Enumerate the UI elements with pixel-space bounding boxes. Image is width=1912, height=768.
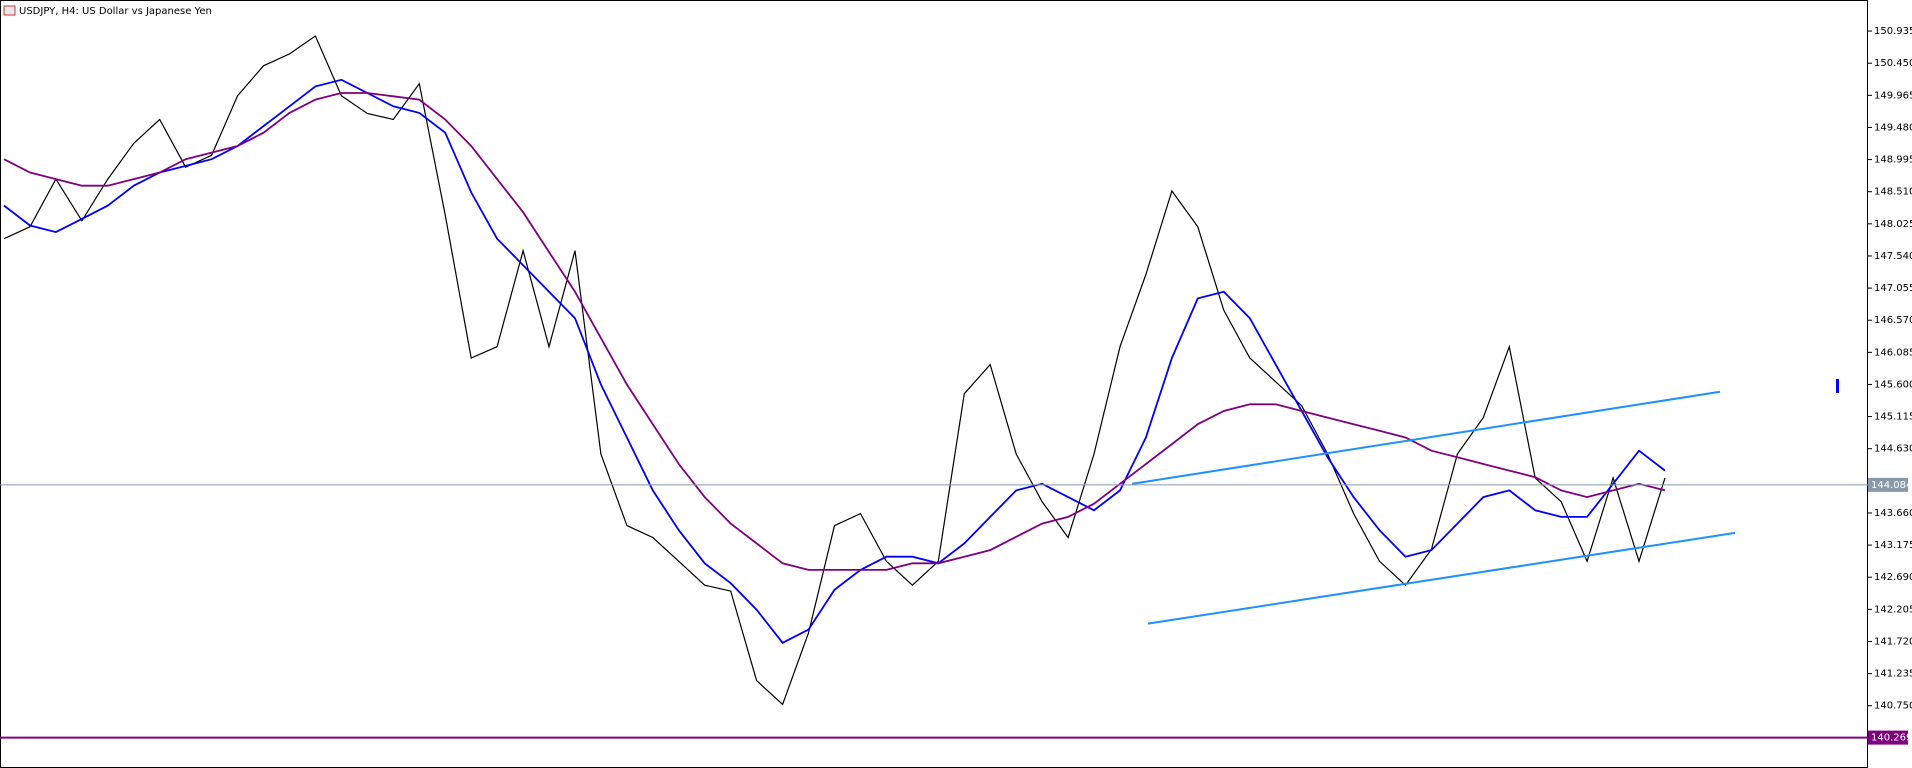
chart-title: USDJPY, H4: US Dollar vs Japanese Yen	[19, 6, 212, 17]
y-tick-label: 146.570	[1874, 315, 1912, 326]
y-tick-label: 148.025	[1874, 219, 1912, 230]
y-tick-label: 149.480	[1874, 122, 1912, 133]
y-tick-label: 146.085	[1874, 347, 1912, 358]
y-tick-label: 150.935	[1874, 26, 1912, 37]
y-tick-label: 141.235	[1874, 669, 1912, 680]
series-line	[3, 78, 1666, 644]
y-tick-label: 141.720	[1874, 636, 1912, 647]
trend-line	[1147, 531, 1736, 625]
plot-frame	[0, 0, 1868, 768]
y-tick-label: 143.660	[1874, 508, 1912, 519]
trend-line	[1131, 390, 1721, 485]
chart-icon	[3, 5, 16, 16]
price-label: 144.084	[1871, 480, 1912, 491]
y-tick-label: 150.450	[1874, 58, 1912, 69]
y-tick-label: 148.510	[1874, 187, 1912, 198]
series-line	[3, 35, 1666, 706]
y-tick-label: 140.750	[1874, 701, 1912, 712]
y-tick-label: 145.115	[1874, 412, 1912, 423]
y-tick-label: 144.630	[1874, 444, 1912, 455]
y-tick-label: 143.175	[1874, 540, 1912, 551]
y-tick-label: 147.055	[1874, 283, 1912, 294]
y-tick-label: 147.540	[1874, 251, 1912, 262]
y-tick-label: 149.965	[1874, 90, 1912, 101]
y-tick-label: 145.600	[1874, 379, 1912, 390]
y-tick-label: 148.995	[1874, 155, 1912, 166]
y-tick-label: 142.690	[1874, 572, 1912, 583]
price-label-box	[1868, 477, 1908, 492]
marker	[1836, 379, 1839, 393]
series-line	[3, 92, 1666, 571]
price-label: 140.269	[1871, 733, 1912, 744]
y-tick-label: 142.205	[1874, 604, 1912, 615]
price-label-box	[1868, 730, 1908, 745]
